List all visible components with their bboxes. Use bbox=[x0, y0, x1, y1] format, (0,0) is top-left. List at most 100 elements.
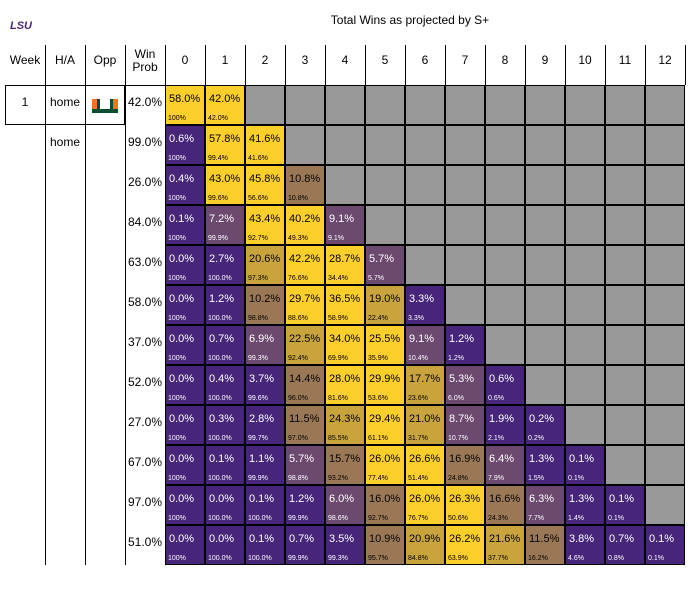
empty-cell bbox=[525, 365, 565, 405]
prob-value: 26.0% bbox=[409, 493, 441, 505]
prob-value: 9.1% bbox=[329, 213, 355, 225]
prob-value: 0.1% bbox=[169, 213, 195, 225]
cumulative-value: 99.6% bbox=[208, 195, 228, 202]
prob-cell: 14.4% 96.0% bbox=[285, 365, 325, 405]
cumulative-value: 92.4% bbox=[288, 355, 308, 362]
empty-cell bbox=[605, 165, 645, 205]
empty-cell bbox=[445, 245, 485, 285]
prob-cell: 15.7% 93.2% bbox=[325, 445, 365, 485]
cumulative-value: 96.0% bbox=[288, 395, 308, 402]
lsu-logo-text: LSU bbox=[10, 20, 33, 32]
prob-cell: 0.0% 100% bbox=[165, 245, 205, 285]
prob-cell: 21.6% 37.7% bbox=[485, 525, 525, 565]
prob-value: 26.2% bbox=[449, 533, 481, 545]
empty-cell bbox=[565, 205, 605, 245]
cumulative-value: 10.7% bbox=[448, 435, 468, 442]
empty-cell bbox=[605, 445, 645, 485]
prob-cell: 26.0% 77.4% bbox=[365, 445, 405, 485]
empty-cell bbox=[445, 165, 485, 205]
cumulative-value: 50.6% bbox=[448, 515, 468, 522]
grid-line bbox=[285, 45, 286, 85]
cumulative-value: 34.4% bbox=[328, 275, 348, 282]
prob-cell: 11.5% 16.2% bbox=[525, 525, 565, 565]
prob-cell: 26.0% 76.7% bbox=[405, 485, 445, 525]
prob-cell: 0.4% 100% bbox=[165, 165, 205, 205]
empty-cell bbox=[325, 165, 365, 205]
cumulative-value: 0.8% bbox=[608, 555, 624, 562]
prob-cell: 26.3% 50.6% bbox=[445, 485, 485, 525]
empty-cell bbox=[485, 205, 525, 245]
empty-cell bbox=[485, 165, 525, 205]
prob-value: 42.2% bbox=[289, 253, 321, 265]
prob-value: 0.2% bbox=[529, 413, 555, 425]
prob-value: 0.0% bbox=[169, 413, 195, 425]
row-win-prob: 42.0% bbox=[127, 95, 163, 109]
row-win-prob: 26.0% bbox=[127, 175, 163, 189]
prob-cell: 26.2% 63.9% bbox=[445, 525, 485, 565]
row-win-prob: 84.0% bbox=[127, 215, 163, 229]
cumulative-value: 81.6% bbox=[328, 395, 348, 402]
prob-value: 43.0% bbox=[209, 173, 241, 185]
prob-cell: 0.3% 100.0% bbox=[205, 405, 245, 445]
prob-value: 19.0% bbox=[369, 293, 401, 305]
prob-cell: 0.0% 100% bbox=[165, 485, 205, 525]
empty-cell bbox=[605, 125, 645, 165]
cumulative-value: 100.0% bbox=[208, 475, 232, 482]
prob-value: 14.4% bbox=[289, 373, 321, 385]
cumulative-value: 98.8% bbox=[288, 475, 308, 482]
cumulative-value: 88.6% bbox=[288, 315, 308, 322]
cumulative-value: 41.6% bbox=[248, 155, 268, 162]
prob-cell: 36.5% 58.9% bbox=[325, 285, 365, 325]
prob-value: 58.0% bbox=[169, 93, 201, 105]
prob-value: 1.9% bbox=[489, 413, 515, 425]
prob-cell: 3.8% 4.6% bbox=[565, 525, 605, 565]
empty-cell bbox=[605, 285, 645, 325]
cumulative-value: 97.3% bbox=[248, 275, 268, 282]
cumulative-value: 100.0% bbox=[248, 515, 272, 522]
cumulative-value: 99.3% bbox=[248, 355, 268, 362]
prob-cell: 8.7% 10.7% bbox=[445, 405, 485, 445]
prob-value: 41.6% bbox=[249, 133, 281, 145]
prob-cell: 0.0% 100% bbox=[165, 445, 205, 485]
prob-cell: 19.0% 22.4% bbox=[365, 285, 405, 325]
cumulative-value: 100% bbox=[168, 475, 186, 482]
prob-value: 24.3% bbox=[329, 413, 361, 425]
empty-cell bbox=[445, 285, 485, 325]
empty-cell bbox=[645, 285, 685, 325]
empty-cell bbox=[445, 205, 485, 245]
prob-value: 10.2% bbox=[249, 293, 281, 305]
empty-cell bbox=[485, 285, 525, 325]
prob-cell: 16.9% 24.8% bbox=[445, 445, 485, 485]
cumulative-value: 63.9% bbox=[448, 555, 468, 562]
prob-cell: 24.3% 85.5% bbox=[325, 405, 365, 445]
prob-value: 57.8% bbox=[209, 133, 241, 145]
prob-value: 15.7% bbox=[329, 453, 361, 465]
cumulative-value: 92.7% bbox=[368, 515, 388, 522]
prob-value: 21.0% bbox=[409, 413, 441, 425]
empty-cell bbox=[325, 125, 365, 165]
prob-value: 28.7% bbox=[329, 253, 361, 265]
prob-value: 3.8% bbox=[569, 533, 595, 545]
cumulative-value: 99.6% bbox=[248, 395, 268, 402]
cumulative-value: 0.6% bbox=[488, 395, 504, 402]
cumulative-value: 31.7% bbox=[408, 435, 428, 442]
header-wins-10: 10 bbox=[578, 53, 592, 67]
prob-value: 0.1% bbox=[569, 453, 595, 465]
prob-cell: 3.7% 99.6% bbox=[245, 365, 285, 405]
prob-value: 2.7% bbox=[209, 253, 235, 265]
cumulative-value: 92.7% bbox=[248, 235, 268, 242]
cumulative-value: 49.3% bbox=[288, 235, 308, 242]
grid-line bbox=[85, 45, 86, 565]
cumulative-value: 76.7% bbox=[408, 515, 428, 522]
prob-cell: 34.0% 69.9% bbox=[325, 325, 365, 365]
prob-cell: 20.6% 97.3% bbox=[245, 245, 285, 285]
empty-cell bbox=[525, 85, 565, 125]
header-wins-7: 7 bbox=[461, 53, 469, 67]
prob-cell: 6.9% 99.3% bbox=[245, 325, 285, 365]
cumulative-value: 1.4% bbox=[568, 515, 584, 522]
cumulative-value: 58.9% bbox=[328, 315, 348, 322]
empty-cell bbox=[285, 125, 325, 165]
cumulative-value: 24.3% bbox=[488, 515, 508, 522]
prob-value: 20.9% bbox=[409, 533, 441, 545]
prob-value: 29.9% bbox=[369, 373, 401, 385]
